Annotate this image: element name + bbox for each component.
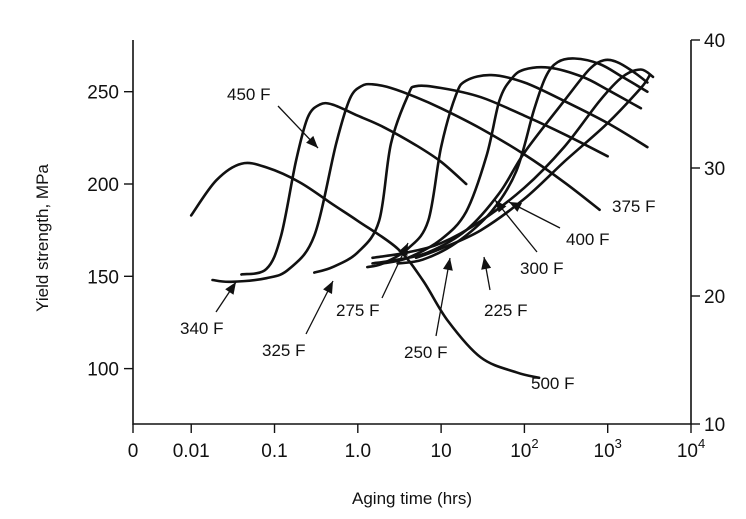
x-tick-label: 10 xyxy=(431,441,452,462)
leader-arrowhead xyxy=(306,135,318,148)
label-500-f: 500 F xyxy=(531,374,574,393)
x-tick-exponent: 2 xyxy=(531,436,538,451)
label-450-f: 450 F xyxy=(227,85,270,104)
curve-340-f xyxy=(211,82,601,284)
leader-arrowhead xyxy=(509,202,522,212)
x-tick-base: 10 xyxy=(594,441,615,462)
curve-400-f xyxy=(371,68,655,260)
x-tick-label: 104 xyxy=(677,436,705,462)
x-tick-exponent: 4 xyxy=(698,436,705,451)
leader-line xyxy=(435,257,451,337)
x-tick-label: 1.0 xyxy=(345,441,371,462)
y2-tick-label: 10 xyxy=(704,415,725,436)
x-axis-title: Aging time (hrs) xyxy=(352,489,472,508)
x-tick-label: 0.1 xyxy=(261,441,287,462)
y2-tick-label: 20 xyxy=(704,287,725,308)
x-tick-label: 0 xyxy=(128,441,139,462)
y-axis-title: Yield strength, MPa xyxy=(33,164,52,312)
curves xyxy=(189,57,655,380)
label-250-f: 250 F xyxy=(404,343,447,362)
x-tick-exponent: 3 xyxy=(615,436,622,451)
y-tick-label: 100 xyxy=(87,360,119,381)
label-225-f: 225 F xyxy=(484,301,527,320)
label-325-f: 325 F xyxy=(262,341,305,360)
curve-450-f xyxy=(240,101,468,276)
leader-arrowhead xyxy=(495,200,507,213)
x-tick-label: 0.01 xyxy=(173,441,210,462)
label-300-f: 300 F xyxy=(520,259,563,278)
leader-arrowhead xyxy=(323,281,333,294)
curve-375-f xyxy=(414,73,652,260)
curve-325-f xyxy=(313,84,609,274)
label-275-f: 275 F xyxy=(336,301,379,320)
label-400-f: 400 F xyxy=(566,230,609,249)
y2-tick-label: 40 xyxy=(704,31,725,52)
leader-arrowhead xyxy=(398,243,408,256)
leader-arrowhead xyxy=(225,282,236,295)
y-tick-label: 250 xyxy=(87,83,119,104)
leader-arrowhead xyxy=(481,257,492,270)
y-tick-label: 200 xyxy=(87,175,119,196)
x-tick-base: 10 xyxy=(677,441,698,462)
label-375-f: 375 F xyxy=(612,197,655,216)
label-340-f: 340 F xyxy=(180,319,223,338)
y2-tick-label: 30 xyxy=(704,159,725,180)
x-tick-label: 102 xyxy=(510,436,538,462)
curve-500-f xyxy=(189,161,541,380)
axis-frame xyxy=(132,40,692,425)
leader-arrowhead xyxy=(443,258,453,271)
axes: 0 0.01 0.1 1.0 10 102 103 104100150200250102030… xyxy=(87,31,725,462)
y-tick-label: 150 xyxy=(87,267,119,288)
curve-250-f xyxy=(381,65,643,265)
x-tick-label: 103 xyxy=(594,436,622,462)
x-tick-base: 10 xyxy=(510,441,531,462)
